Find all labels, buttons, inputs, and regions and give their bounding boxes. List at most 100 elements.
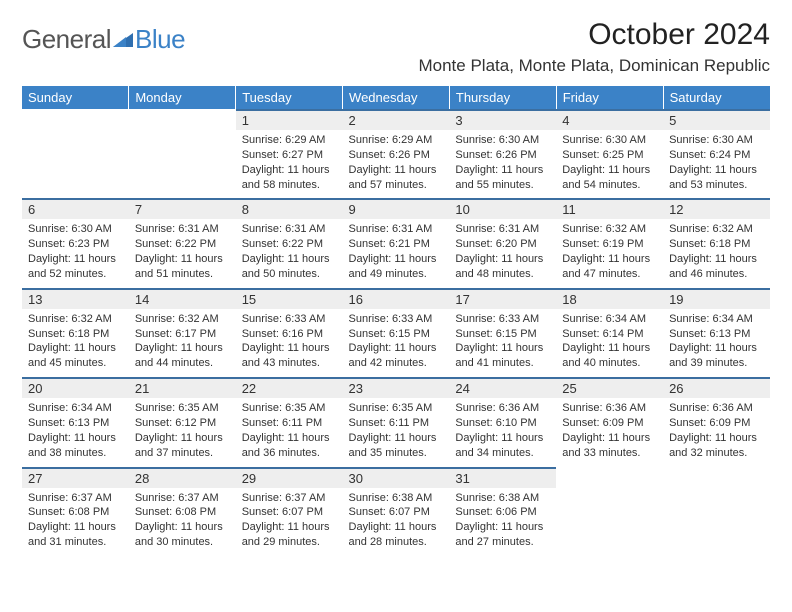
title-block: October 2024 Monte Plata, Monte Plata, D… (418, 18, 770, 76)
calendar-body: 1Sunrise: 6:29 AMSunset: 6:27 PMDaylight… (22, 109, 770, 556)
calendar-day-cell: 28Sunrise: 6:37 AMSunset: 6:08 PMDayligh… (129, 467, 236, 556)
calendar-table: SundayMondayTuesdayWednesdayThursdayFrid… (22, 86, 770, 556)
day-details: Sunrise: 6:30 AMSunset: 6:23 PMDaylight:… (22, 219, 129, 287)
calendar-day-cell: 16Sunrise: 6:33 AMSunset: 6:15 PMDayligh… (343, 288, 450, 377)
day-details: Sunrise: 6:32 AMSunset: 6:17 PMDaylight:… (129, 309, 236, 377)
calendar-day-cell: 7Sunrise: 6:31 AMSunset: 6:22 PMDaylight… (129, 198, 236, 287)
day-details: Sunrise: 6:30 AMSunset: 6:26 PMDaylight:… (449, 130, 556, 198)
day-details: Sunrise: 6:34 AMSunset: 6:14 PMDaylight:… (556, 309, 663, 377)
day-details: Sunrise: 6:34 AMSunset: 6:13 PMDaylight:… (22, 398, 129, 466)
weekday-header: Tuesday (236, 86, 343, 109)
day-number: 2 (343, 109, 450, 130)
calendar-day-cell: 11Sunrise: 6:32 AMSunset: 6:19 PMDayligh… (556, 198, 663, 287)
day-details: Sunrise: 6:35 AMSunset: 6:12 PMDaylight:… (129, 398, 236, 466)
day-details: Sunrise: 6:30 AMSunset: 6:25 PMDaylight:… (556, 130, 663, 198)
day-number: 27 (22, 467, 129, 488)
calendar-day-cell: 21Sunrise: 6:35 AMSunset: 6:12 PMDayligh… (129, 377, 236, 466)
day-number: 7 (129, 198, 236, 219)
calendar-day-cell: 17Sunrise: 6:33 AMSunset: 6:15 PMDayligh… (449, 288, 556, 377)
day-details: Sunrise: 6:35 AMSunset: 6:11 PMDaylight:… (236, 398, 343, 466)
calendar-day-cell: 8Sunrise: 6:31 AMSunset: 6:22 PMDaylight… (236, 198, 343, 287)
day-number: 18 (556, 288, 663, 309)
calendar-week-row: 27Sunrise: 6:37 AMSunset: 6:08 PMDayligh… (22, 467, 770, 556)
calendar-day-cell (556, 467, 663, 556)
calendar-day-cell: 22Sunrise: 6:35 AMSunset: 6:11 PMDayligh… (236, 377, 343, 466)
logo-triangle-icon (113, 31, 135, 49)
day-details: Sunrise: 6:29 AMSunset: 6:27 PMDaylight:… (236, 130, 343, 198)
day-number: 9 (343, 198, 450, 219)
calendar-day-cell (129, 109, 236, 198)
weekday-header: Friday (556, 86, 663, 109)
day-number: 4 (556, 109, 663, 130)
weekday-header: Saturday (663, 86, 770, 109)
day-number: 19 (663, 288, 770, 309)
calendar-day-cell: 23Sunrise: 6:35 AMSunset: 6:11 PMDayligh… (343, 377, 450, 466)
day-number: 15 (236, 288, 343, 309)
calendar-day-cell: 29Sunrise: 6:37 AMSunset: 6:07 PMDayligh… (236, 467, 343, 556)
calendar-day-cell: 2Sunrise: 6:29 AMSunset: 6:26 PMDaylight… (343, 109, 450, 198)
calendar-day-cell: 18Sunrise: 6:34 AMSunset: 6:14 PMDayligh… (556, 288, 663, 377)
day-details: Sunrise: 6:34 AMSunset: 6:13 PMDaylight:… (663, 309, 770, 377)
calendar-day-cell (22, 109, 129, 198)
brand-logo: General Blue (22, 18, 185, 55)
calendar-day-cell: 25Sunrise: 6:36 AMSunset: 6:09 PMDayligh… (556, 377, 663, 466)
header-row: General Blue October 2024 Monte Plata, M… (22, 18, 770, 76)
day-number: 17 (449, 288, 556, 309)
brand-word-2: Blue (135, 24, 185, 55)
day-number: 10 (449, 198, 556, 219)
calendar-day-cell: 31Sunrise: 6:38 AMSunset: 6:06 PMDayligh… (449, 467, 556, 556)
day-number: 22 (236, 377, 343, 398)
day-number: 30 (343, 467, 450, 488)
day-number: 12 (663, 198, 770, 219)
calendar-day-cell: 24Sunrise: 6:36 AMSunset: 6:10 PMDayligh… (449, 377, 556, 466)
calendar-day-cell: 26Sunrise: 6:36 AMSunset: 6:09 PMDayligh… (663, 377, 770, 466)
calendar-day-cell: 5Sunrise: 6:30 AMSunset: 6:24 PMDaylight… (663, 109, 770, 198)
day-number: 16 (343, 288, 450, 309)
day-number: 23 (343, 377, 450, 398)
day-number: 11 (556, 198, 663, 219)
day-details: Sunrise: 6:37 AMSunset: 6:07 PMDaylight:… (236, 488, 343, 556)
calendar-day-cell: 19Sunrise: 6:34 AMSunset: 6:13 PMDayligh… (663, 288, 770, 377)
day-details: Sunrise: 6:31 AMSunset: 6:21 PMDaylight:… (343, 219, 450, 287)
day-details: Sunrise: 6:32 AMSunset: 6:18 PMDaylight:… (663, 219, 770, 287)
calendar-day-cell (663, 467, 770, 556)
day-details: Sunrise: 6:31 AMSunset: 6:22 PMDaylight:… (129, 219, 236, 287)
day-number: 14 (129, 288, 236, 309)
day-details: Sunrise: 6:38 AMSunset: 6:07 PMDaylight:… (343, 488, 450, 556)
day-number: 21 (129, 377, 236, 398)
calendar-day-cell: 6Sunrise: 6:30 AMSunset: 6:23 PMDaylight… (22, 198, 129, 287)
day-details: Sunrise: 6:36 AMSunset: 6:10 PMDaylight:… (449, 398, 556, 466)
calendar-week-row: 6Sunrise: 6:30 AMSunset: 6:23 PMDaylight… (22, 198, 770, 287)
day-number: 13 (22, 288, 129, 309)
calendar-day-cell: 15Sunrise: 6:33 AMSunset: 6:16 PMDayligh… (236, 288, 343, 377)
day-details: Sunrise: 6:36 AMSunset: 6:09 PMDaylight:… (556, 398, 663, 466)
calendar-week-row: 1Sunrise: 6:29 AMSunset: 6:27 PMDaylight… (22, 109, 770, 198)
calendar-day-cell: 14Sunrise: 6:32 AMSunset: 6:17 PMDayligh… (129, 288, 236, 377)
day-details: Sunrise: 6:30 AMSunset: 6:24 PMDaylight:… (663, 130, 770, 198)
calendar-page: General Blue October 2024 Monte Plata, M… (0, 0, 792, 566)
weekday-header: Sunday (22, 86, 129, 109)
calendar-day-cell: 3Sunrise: 6:30 AMSunset: 6:26 PMDaylight… (449, 109, 556, 198)
calendar-week-row: 13Sunrise: 6:32 AMSunset: 6:18 PMDayligh… (22, 288, 770, 377)
day-details: Sunrise: 6:33 AMSunset: 6:15 PMDaylight:… (343, 309, 450, 377)
weekday-header: Monday (129, 86, 236, 109)
calendar-day-cell: 1Sunrise: 6:29 AMSunset: 6:27 PMDaylight… (236, 109, 343, 198)
calendar-day-cell: 4Sunrise: 6:30 AMSunset: 6:25 PMDaylight… (556, 109, 663, 198)
day-details: Sunrise: 6:38 AMSunset: 6:06 PMDaylight:… (449, 488, 556, 556)
calendar-day-cell: 9Sunrise: 6:31 AMSunset: 6:21 PMDaylight… (343, 198, 450, 287)
calendar-week-row: 20Sunrise: 6:34 AMSunset: 6:13 PMDayligh… (22, 377, 770, 466)
day-details: Sunrise: 6:32 AMSunset: 6:19 PMDaylight:… (556, 219, 663, 287)
day-details: Sunrise: 6:36 AMSunset: 6:09 PMDaylight:… (663, 398, 770, 466)
day-details: Sunrise: 6:37 AMSunset: 6:08 PMDaylight:… (22, 488, 129, 556)
day-number: 8 (236, 198, 343, 219)
calendar-day-cell: 13Sunrise: 6:32 AMSunset: 6:18 PMDayligh… (22, 288, 129, 377)
day-number: 28 (129, 467, 236, 488)
day-number: 31 (449, 467, 556, 488)
day-details: Sunrise: 6:33 AMSunset: 6:16 PMDaylight:… (236, 309, 343, 377)
day-details: Sunrise: 6:31 AMSunset: 6:20 PMDaylight:… (449, 219, 556, 287)
day-number: 5 (663, 109, 770, 130)
weekday-header: Thursday (449, 86, 556, 109)
day-number: 1 (236, 109, 343, 130)
page-title: October 2024 (418, 18, 770, 52)
weekday-header: Wednesday (343, 86, 450, 109)
